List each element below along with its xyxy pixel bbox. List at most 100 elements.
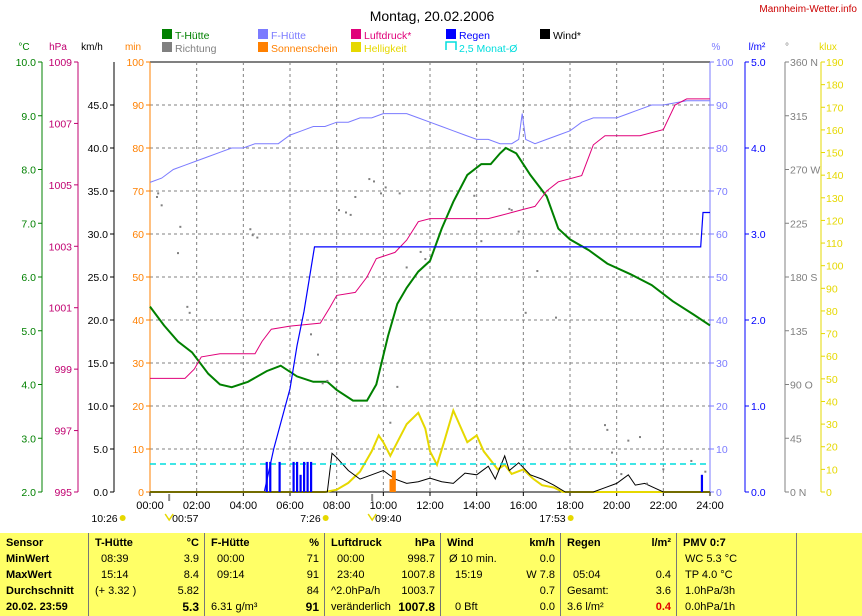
axis-tick-label: 30 <box>716 358 728 370</box>
axis-tick-label: 70 <box>132 186 144 198</box>
axis-tick-label: 2.0 <box>21 487 36 499</box>
header-regen: Regen <box>567 537 601 549</box>
axis-tick-label: 135 <box>790 326 808 338</box>
axis-tick-label: 50 <box>716 272 728 284</box>
legend-swatch <box>446 29 456 39</box>
x-tick-label: 06:00 <box>276 500 304 512</box>
f-current: 91 <box>305 600 319 614</box>
direction-point <box>536 270 539 273</box>
p-trend: ^2.0hPa/h <box>331 585 381 597</box>
w-min: 0.0 <box>539 553 555 565</box>
r-total: 3.6 <box>655 585 671 597</box>
direction-point <box>179 225 182 228</box>
p-min-time: 00:00 <box>337 553 365 565</box>
row-label: MaxWert <box>6 569 52 581</box>
pmv-row: WC 5.3 °C <box>685 553 738 565</box>
value-axes: °C10.09.08.07.06.05.04.03.02.0hPa1009100… <box>16 42 844 499</box>
axis-tick-label: 0 <box>138 487 144 499</box>
axis-tick-label: 2.0 <box>751 315 766 327</box>
legend-label: Regen <box>459 30 490 42</box>
axis-tick-label: 160 <box>826 125 844 137</box>
unit-f-huette: % <box>309 537 319 549</box>
grid-lines <box>150 62 710 492</box>
legend-label: Richtung <box>175 43 217 55</box>
direction-point <box>480 240 483 243</box>
header-sensor: Sensor <box>6 537 44 549</box>
axis-tick-label: 60 <box>826 351 838 363</box>
direction-point <box>368 178 371 181</box>
rain-bar <box>303 461 306 492</box>
axis-tick-label: 100 <box>126 57 144 69</box>
f-max: 91 <box>306 569 319 581</box>
axis-tick-label: 60 <box>132 229 144 241</box>
direction-point <box>384 186 387 189</box>
row-label: MinWert <box>6 553 50 565</box>
x-tick-label: 08:00 <box>323 500 351 512</box>
direction-point <box>704 470 707 473</box>
t-min: 3.9 <box>183 553 199 565</box>
axis-tick-label: 3.0 <box>751 229 766 241</box>
axis-tick-label: 20 <box>826 442 838 454</box>
direction-point <box>349 213 352 216</box>
header-t-huette: T-Hütte <box>95 537 133 549</box>
axis-tick-label: 997 <box>54 426 72 438</box>
x-tick-label: 00:00 <box>136 500 164 512</box>
axis-tick-label: 50 <box>132 272 144 284</box>
legend-swatch <box>258 42 268 52</box>
axis-tick-label: 225 <box>790 218 808 230</box>
direction-point <box>639 436 641 439</box>
axis-unit-label: min <box>125 42 141 53</box>
r-max: 0.4 <box>655 569 671 581</box>
axis-tick-label: 8.0 <box>21 165 36 177</box>
unit-t-huette: °C <box>186 537 199 549</box>
legend-label: 2,5 Monat-Ø <box>459 43 517 55</box>
legend-swatch <box>445 41 457 50</box>
axis-tick-label: 170 <box>826 102 844 114</box>
axis-tick-label: 20.0 <box>88 315 109 327</box>
pmv-row: TP 4.0 °C <box>685 569 733 581</box>
col-t-huette: T-Hütte °C 08:39 15:14 (+ 3.32 ) 3.9 8.4… <box>88 533 205 616</box>
legend-label: Luftdruck* <box>364 30 411 42</box>
axis-tick-label: 4.0 <box>751 143 766 155</box>
axis-tick-label: 315 <box>790 111 808 123</box>
header-f-huette: F-Hütte <box>211 537 250 549</box>
w-current: 0.0 <box>539 601 555 613</box>
axis-tick-label: 90 <box>132 100 144 112</box>
x-tick-label: 20:00 <box>603 500 631 512</box>
x-tick-label: 14:00 <box>463 500 491 512</box>
r-total-label: Gesamt: <box>567 585 609 597</box>
series-line-wind <box>150 452 710 493</box>
axis-tick-label: 80 <box>716 143 728 155</box>
w-avg: 0.7 <box>539 585 555 597</box>
rain-bar <box>265 461 268 492</box>
axis-tick-label: 30.0 <box>88 229 109 241</box>
sunshine-bar <box>391 470 396 492</box>
p-avg: 1003.7 <box>401 585 435 597</box>
header-luftdruck: Luftdruck <box>331 537 382 549</box>
f-avg: 84 <box>306 585 319 597</box>
direction-point <box>690 459 693 462</box>
axis-tick-label: 40 <box>826 396 838 408</box>
axis-unit-label: hPa <box>49 42 67 53</box>
axis-unit-label: l/m² <box>749 42 766 53</box>
site-label: Mannheim-Wetter.info <box>759 4 857 15</box>
direction-point <box>373 180 375 183</box>
time-axis: 00:00 02:00 04:00 06:00 08:00 10:00 12:00 14:00… <box>136 492 724 512</box>
series-line-t-hütte <box>149 146 711 402</box>
legend-label: Wind* <box>553 30 581 42</box>
axis-tick-label: 10 <box>132 444 144 456</box>
sun-markers: 10:26 7:26 17:53 00:57 09:40 <box>91 494 574 525</box>
axis-tick-label: 1003 <box>49 241 73 253</box>
rain-bar <box>292 461 295 492</box>
direction-point <box>396 385 399 388</box>
direction-point <box>508 207 511 210</box>
direction-point <box>310 333 312 336</box>
axis-tick-label: 10 <box>716 444 728 456</box>
axis-tick-label: 0 <box>716 487 722 499</box>
axis-tick-label: 60 <box>716 229 728 241</box>
axis-tick-label: 80 <box>826 306 838 318</box>
axis-tick-label: 40.0 <box>88 143 109 155</box>
pmv-row: 0.0hPa/1h <box>685 601 736 613</box>
direction-point <box>338 209 340 212</box>
direction-point <box>345 211 347 214</box>
